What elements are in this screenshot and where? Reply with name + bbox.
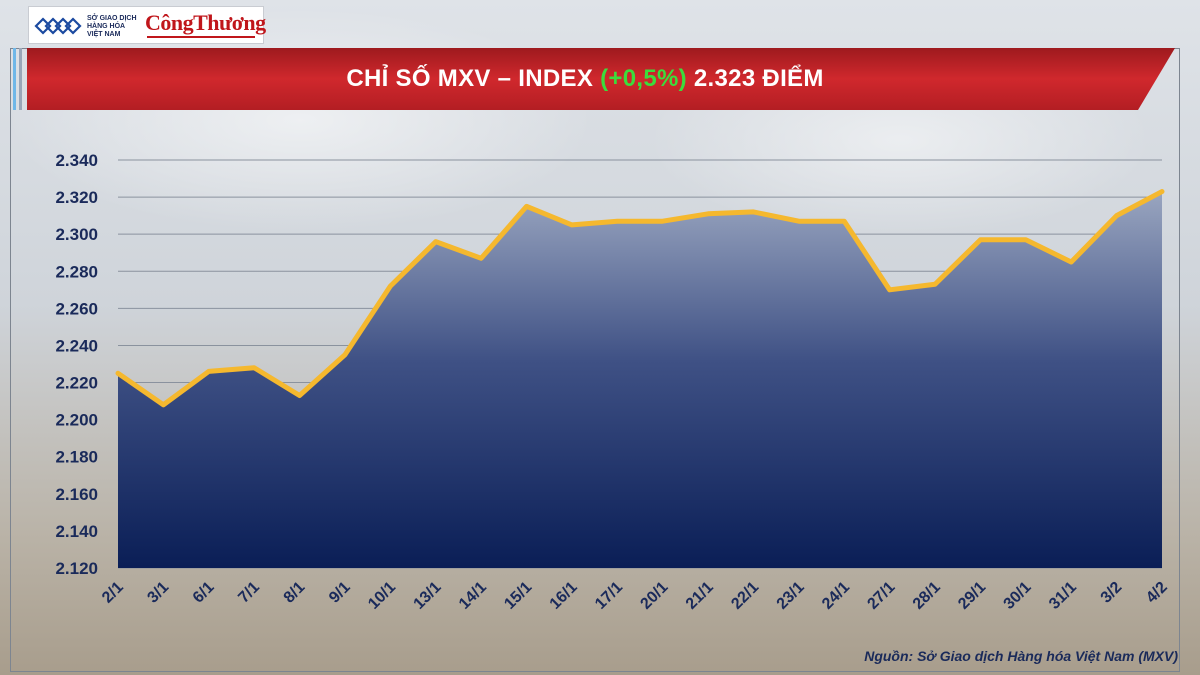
data-point [479, 256, 484, 261]
data-point [342, 352, 347, 357]
x-tick-label: 6/1 [190, 579, 218, 607]
logo-mxv-text-1: SỞ GIAO DỊCH [87, 15, 137, 22]
data-point [1023, 237, 1028, 242]
series-line [115, 189, 1165, 408]
data-point [887, 287, 892, 292]
x-tick-label: 29/1 [955, 579, 989, 613]
data-point [706, 211, 711, 216]
x-tick-label: 28/1 [910, 579, 944, 613]
data-point [751, 209, 756, 214]
x-tick-label: 21/1 [683, 579, 717, 613]
data-point [388, 284, 393, 289]
x-tick-label: 17/1 [592, 579, 626, 613]
data-point [433, 239, 438, 244]
header-logos: SỞ GIAO DỊCH HÀNG HÓA VIỆT NAM CôngThươn… [28, 6, 266, 44]
x-tick-label: 27/1 [864, 579, 898, 613]
data-point [206, 369, 211, 374]
data-point [978, 237, 983, 242]
x-tick-label: 14/1 [456, 579, 490, 613]
data-point [524, 204, 529, 209]
x-tick-label: 8/1 [281, 579, 309, 607]
x-tick-label: 22/1 [728, 579, 762, 613]
data-point [1069, 260, 1074, 264]
data-point [569, 222, 574, 227]
chart-title: CHỈ SỐ MXV – INDEX (+0,5%) 2.323 ĐIỂM [30, 62, 1140, 96]
data-point [796, 219, 801, 224]
data-point [297, 393, 302, 398]
y-tick-label: 2.220 [55, 374, 98, 393]
y-tick-label: 2.160 [55, 485, 98, 504]
x-tick-label: 7/1 [235, 579, 263, 607]
series-area [118, 191, 1162, 568]
data-point [161, 402, 166, 407]
y-tick-label: 2.320 [55, 188, 98, 207]
x-tick-label: 2/1 [99, 579, 127, 607]
data-point [660, 219, 665, 224]
y-tick-label: 2.260 [55, 299, 98, 318]
x-tick-label: 10/1 [365, 579, 399, 613]
x-tick-label: 9/1 [326, 579, 354, 607]
data-point [1114, 213, 1119, 218]
x-tick-label: 20/1 [637, 579, 671, 613]
x-tick-label: 3/2 [1098, 579, 1126, 607]
x-tick-label: 3/1 [144, 579, 172, 607]
source-note: Nguồn: Sở Giao dịch Hàng hóa Việt Nam (M… [864, 648, 1178, 664]
x-tick-label: 30/1 [1001, 579, 1035, 613]
data-point [116, 371, 120, 376]
logo-mxv-text-2: HÀNG HÓA [87, 23, 126, 30]
data-point [933, 282, 938, 287]
title-change: (+0,5%) [600, 65, 687, 92]
title-banner [13, 48, 1175, 110]
x-tick-label: 15/1 [501, 579, 535, 613]
title-main: CHỈ SỐ MXV – INDEX [346, 65, 594, 92]
x-tick-label: 23/1 [774, 579, 808, 613]
x-tick-label: 4/2 [1143, 579, 1171, 607]
y-tick-label: 2.200 [55, 411, 98, 430]
y-tick-label: 2.340 [55, 151, 98, 170]
title-value: 2.323 ĐIỂM [693, 65, 824, 92]
y-tick-label: 2.280 [55, 262, 98, 281]
x-tick-label: 13/1 [411, 579, 445, 613]
data-point [1160, 189, 1164, 194]
mxv-logo-icon [34, 17, 82, 35]
congthuong-logo-underline [147, 36, 255, 38]
x-tick-label: 31/1 [1046, 579, 1080, 613]
logo-mxv-text-3: VIỆT NAM [87, 31, 121, 38]
x-tick-label: 24/1 [819, 579, 853, 613]
y-tick-label: 2.180 [55, 448, 98, 467]
x-tick-label: 16/1 [547, 579, 581, 613]
data-point [615, 219, 620, 224]
congthuong-logo: CôngThương [145, 10, 266, 35]
y-tick-label: 2.240 [55, 336, 98, 355]
y-tick-label: 2.120 [55, 559, 98, 578]
y-tick-label: 2.140 [55, 522, 98, 541]
data-point [252, 365, 257, 370]
y-tick-label: 2.300 [55, 225, 98, 244]
data-point [842, 219, 847, 224]
